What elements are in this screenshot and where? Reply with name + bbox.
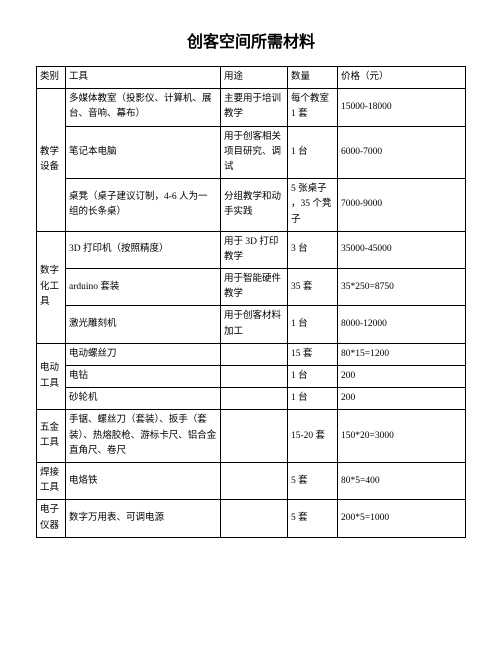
header-tool: 工具 <box>66 67 221 89</box>
materials-table: 类别 工具 用途 数量 价格（元） 教学设备 多媒体教室（投影仪、计算机、展台、… <box>36 66 466 538</box>
header-qty: 数量 <box>288 67 338 89</box>
cell: 桌凳（桌子建议订制，4-6 人为一组的长条桌） <box>66 179 221 232</box>
cat-hardware: 五金工具 <box>37 410 66 463</box>
cell: 35000-45000 <box>338 231 466 268</box>
cell: 1 台 <box>288 366 338 388</box>
cat-digital: 数字化工具 <box>37 231 66 343</box>
cell: 15 套 <box>288 343 338 365</box>
cell: 手锯、螺丝刀（套装）、扳手（套装）、热熔胶枪、游标卡尺、铝合金直角尺、卷尺 <box>66 410 221 463</box>
cell: 用于 3D 打印教学 <box>221 231 288 268</box>
cell: 35 套 <box>288 269 338 306</box>
cell <box>221 388 288 410</box>
cell: 多媒体教室（投影仪、计算机、展台、音响、幕布） <box>66 89 221 126</box>
cell: 电钻 <box>66 366 221 388</box>
cell: 用于创客相关项目研究、调试 <box>221 126 288 179</box>
cell <box>221 366 288 388</box>
cell: 5 张桌子 ，35 个凳子 <box>288 179 338 232</box>
cell: arduino 套装 <box>66 269 221 306</box>
cell: 8000-12000 <box>338 306 466 343</box>
cell: 主要用于培训教学 <box>221 89 288 126</box>
cell: 6000-7000 <box>338 126 466 179</box>
cell <box>221 343 288 365</box>
cell: 分组教学和动手实践 <box>221 179 288 232</box>
page: 创客空间所需材料 类别 工具 用途 数量 价格（元） 教学设备 多媒体教室（投影… <box>0 0 502 649</box>
cell: 3D 打印机（按照精度） <box>66 231 221 268</box>
cat-solder: 焊接工具 <box>37 462 66 499</box>
cell: 150*20=3000 <box>338 410 466 463</box>
cell: 7000-9000 <box>338 179 466 232</box>
cell: 1 台 <box>288 388 338 410</box>
cell: 电动螺丝刀 <box>66 343 221 365</box>
cell: 激光雕刻机 <box>66 306 221 343</box>
cell: 5 套 <box>288 500 338 537</box>
cell: 数字万用表、可调电源 <box>66 500 221 537</box>
cell: 用于创客材料加工 <box>221 306 288 343</box>
page-title: 创客空间所需材料 <box>36 28 466 52</box>
cat-power: 电动工具 <box>37 343 66 410</box>
cell: 15000-18000 <box>338 89 466 126</box>
cell: 15-20 套 <box>288 410 338 463</box>
cell: 5 套 <box>288 462 338 499</box>
cell <box>221 500 288 537</box>
cell: 3 台 <box>288 231 338 268</box>
header-cat: 类别 <box>37 67 66 89</box>
cell: 35*250=8750 <box>338 269 466 306</box>
cell: 80*15=1200 <box>338 343 466 365</box>
cell: 每个教室 1 套 <box>288 89 338 126</box>
cell: 电烙铁 <box>66 462 221 499</box>
cell: 200*5=1000 <box>338 500 466 537</box>
cell: 砂轮机 <box>66 388 221 410</box>
cell <box>221 462 288 499</box>
cell: 笔记本电脑 <box>66 126 221 179</box>
cell: 200 <box>338 388 466 410</box>
cat-teach: 教学设备 <box>37 89 66 232</box>
cell <box>221 410 288 463</box>
cell: 80*5=400 <box>338 462 466 499</box>
cat-elec: 电子仪器 <box>37 500 66 537</box>
cell: 1 台 <box>288 126 338 179</box>
cell: 用于智能硬件教学 <box>221 269 288 306</box>
header-use: 用途 <box>221 67 288 89</box>
header-price: 价格（元） <box>338 67 466 89</box>
cell: 1 台 <box>288 306 338 343</box>
cell: 200 <box>338 366 466 388</box>
